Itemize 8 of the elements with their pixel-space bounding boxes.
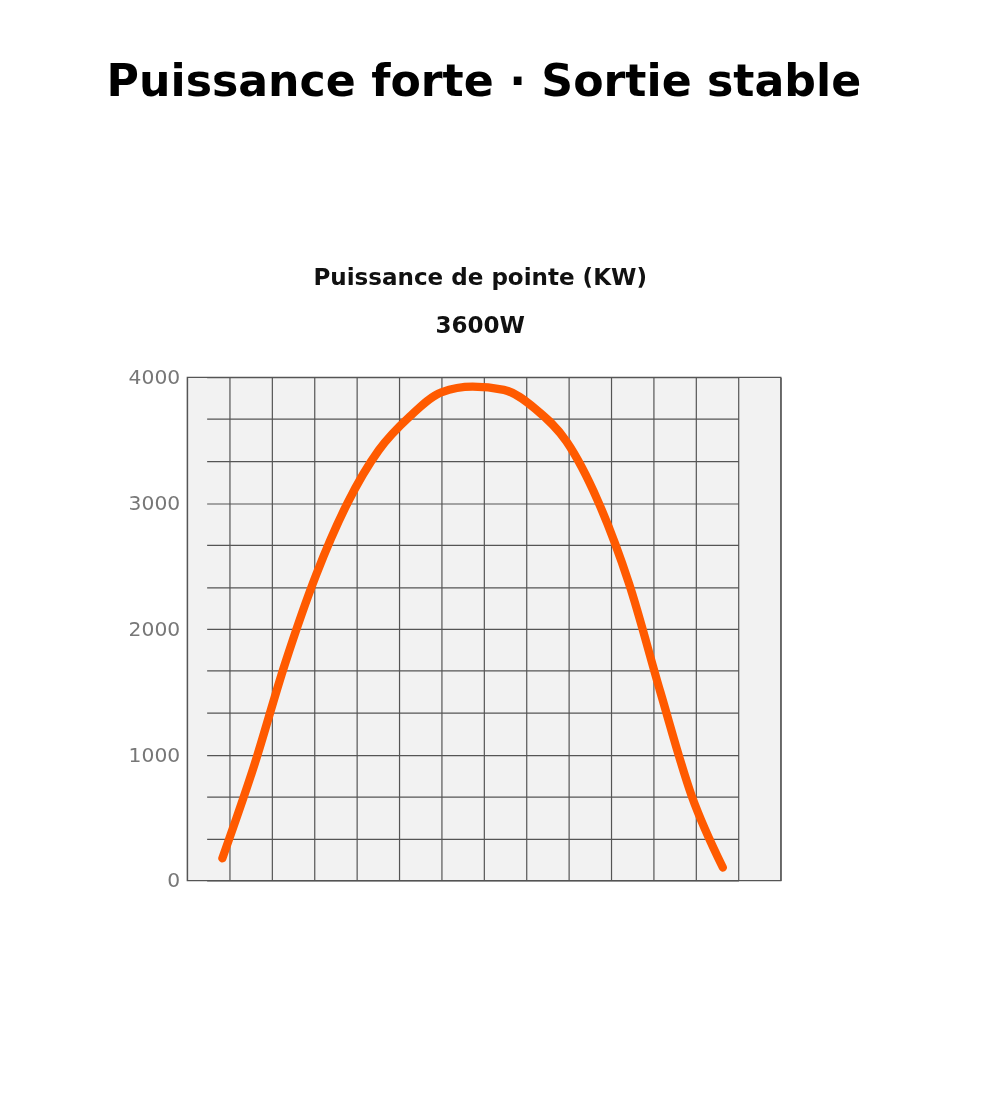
- chart-subtitle: Puissance de pointe (KW): [313, 264, 647, 291]
- y-tick-label: 2000: [128, 616, 181, 641]
- text: 3600W: [435, 312, 525, 339]
- y-tick-label: 0: [167, 868, 181, 893]
- y-tick-label: 4000: [128, 365, 181, 390]
- chart-title: Puissance forte · Sortie stable: [106, 55, 862, 107]
- y-tick-label: 3000: [128, 490, 181, 515]
- y-tick-label: 1000: [128, 742, 181, 767]
